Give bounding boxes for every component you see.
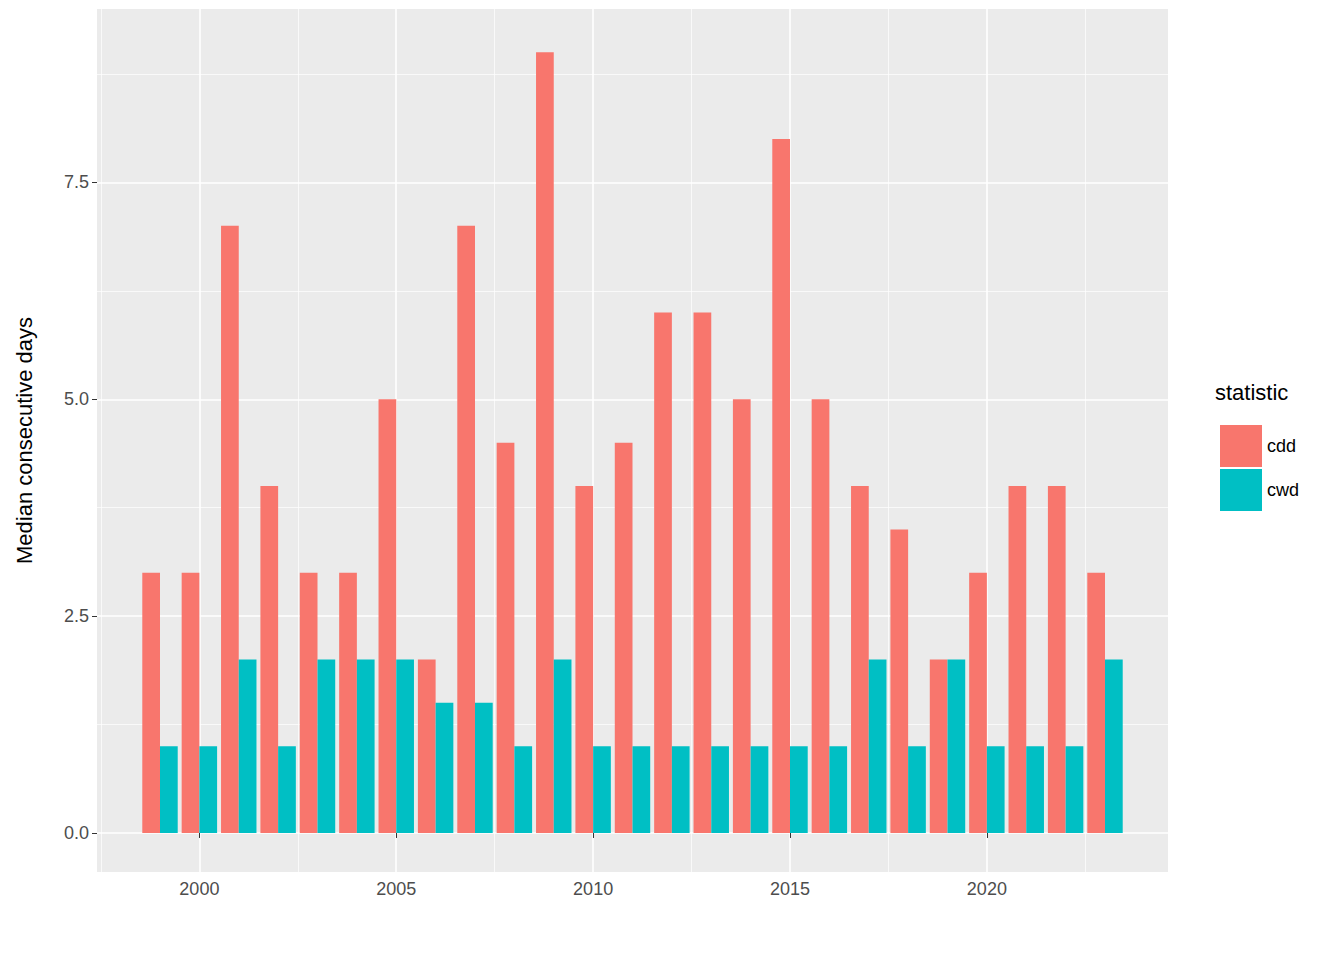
svg-text:7.5: 7.5 xyxy=(64,172,89,192)
svg-text:2005: 2005 xyxy=(376,879,416,899)
svg-text:cdd: cdd xyxy=(1267,436,1296,456)
svg-text:2.5: 2.5 xyxy=(64,606,89,626)
svg-text:2020: 2020 xyxy=(967,879,1007,899)
svg-text:Median consecutive days: Median consecutive days xyxy=(12,317,37,564)
svg-text:2015: 2015 xyxy=(770,879,810,899)
svg-text:cwd: cwd xyxy=(1267,480,1299,500)
svg-text:2000: 2000 xyxy=(179,879,219,899)
svg-text:statistic: statistic xyxy=(1215,380,1288,405)
svg-text:2010: 2010 xyxy=(573,879,613,899)
svg-text:5.0: 5.0 xyxy=(64,389,89,409)
svg-text:0.0: 0.0 xyxy=(64,823,89,843)
